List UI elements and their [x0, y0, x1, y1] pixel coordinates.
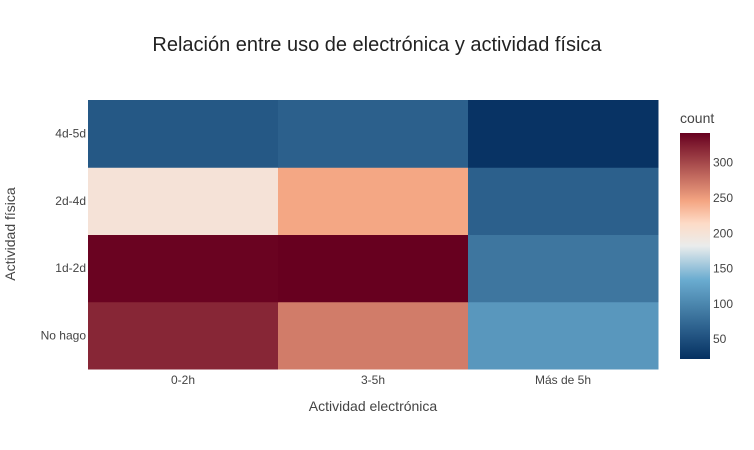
heatmap-cell: [278, 234, 469, 303]
heatmap-cell: [278, 301, 469, 370]
colorbar-ticks: 50 100 150 200 250 300: [713, 156, 733, 347]
chart-title: Relación entre uso de electrónica y acti…: [152, 34, 602, 56]
colorbar-tick-label: 50: [713, 332, 727, 346]
colorbar-title: count: [680, 110, 714, 126]
heatmap-cell: [468, 100, 659, 168]
colorbar-tick-label: 150: [713, 262, 733, 276]
colorbar-tick-label: 100: [713, 297, 733, 311]
heatmap-cell: [468, 234, 659, 303]
y-axis-ticks: No hago 1d-2d 2d-4d 4d-5d: [41, 127, 87, 343]
y-tick-label: No hago: [41, 328, 87, 342]
y-axis-title: Actividad física: [2, 187, 18, 281]
heatmap-cell: [88, 301, 279, 370]
heatmap-cell: [88, 100, 279, 168]
x-tick-label: 0-2h: [171, 373, 195, 387]
x-axis-ticks: 0-2h 3-5h Más de 5h: [171, 373, 591, 387]
colorbar: [680, 133, 710, 359]
x-tick-label: 3-5h: [361, 373, 385, 387]
heatmap-cell: [278, 167, 469, 235]
colorbar-tick-label: 250: [713, 191, 733, 205]
heatmap-cell: [88, 167, 279, 235]
heatmap-cell: [88, 234, 279, 303]
colorbar-tick-label: 200: [713, 226, 733, 240]
x-tick-label: Más de 5h: [535, 373, 591, 387]
colorbar-tick-label: 300: [713, 156, 733, 170]
y-tick-label: 4d-5d: [55, 127, 86, 141]
x-axis-title: Actividad electrónica: [309, 398, 438, 414]
y-tick-label: 1d-2d: [55, 261, 86, 275]
heatmap-cell: [468, 167, 659, 235]
heatmap-cells: [88, 100, 659, 370]
heatmap-cell: [468, 301, 659, 370]
y-tick-label: 2d-4d: [55, 194, 86, 208]
heatmap-cell: [278, 100, 469, 168]
